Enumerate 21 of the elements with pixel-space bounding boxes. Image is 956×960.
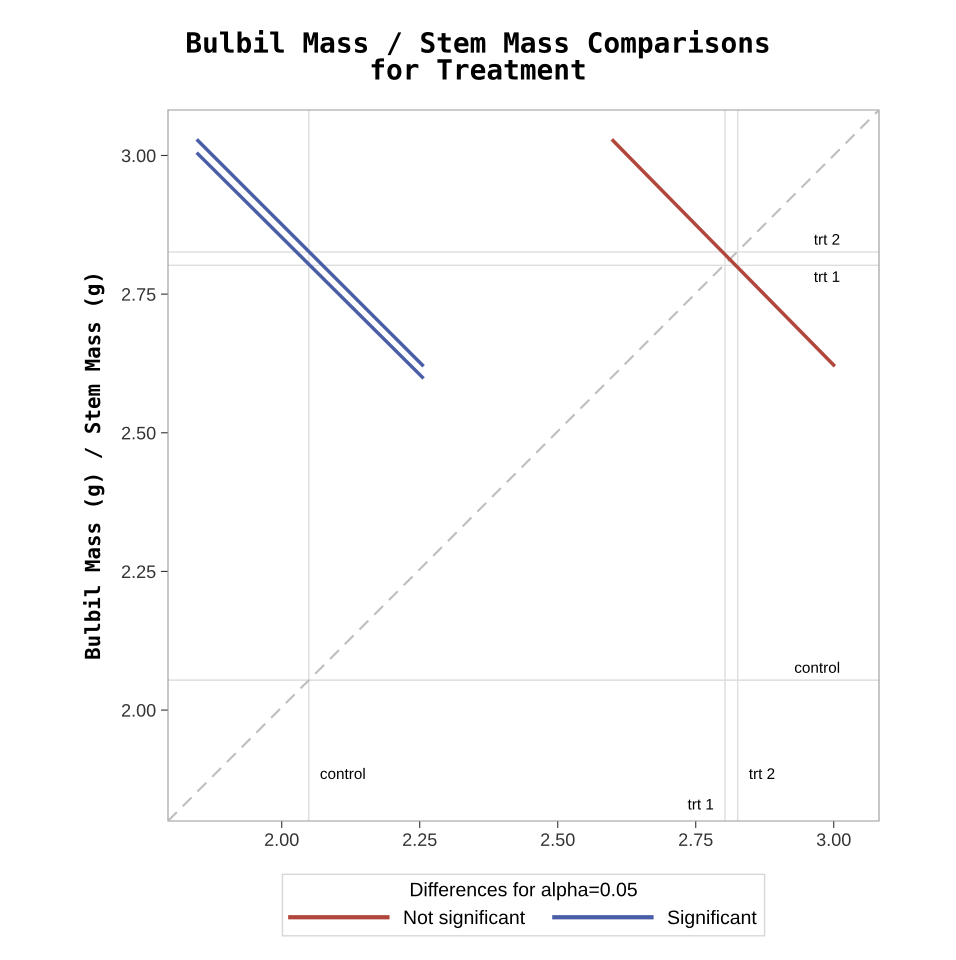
y-tick-label: 2.25 [122, 565, 156, 578]
y-tick-label: 2.50 [122, 426, 156, 440]
legend-label: Not significant [404, 910, 525, 928]
legend-label: Significant [668, 910, 757, 928]
y-tick-label: 2.00 [122, 704, 156, 717]
x-tick-label: 2.50 [541, 833, 575, 846]
y-tick-label: 2.75 [122, 288, 156, 301]
y-tick-label: 3.00 [122, 149, 156, 162]
legend-title: Differences for alpha=0.05 [410, 882, 637, 900]
ref-line-label: trt 2 [749, 768, 774, 780]
x-tick-label: 3.00 [816, 833, 851, 846]
ref-line-label: control [794, 662, 840, 673]
ref-line-label: trt 1 [814, 271, 840, 282]
ref-line-label: control [320, 768, 365, 780]
x-tick-label: 2.75 [679, 833, 713, 846]
y-axis-title: Bulbil Mass (g) / Stem Mass (g) [83, 274, 104, 659]
ref-line-label: trt 1 [688, 798, 714, 810]
chart-title: Bulbil Mass / Stem Mass Comparisons for Treatment [187, 30, 768, 80]
ref-line-label: trt 2 [814, 234, 840, 245]
x-tick-label: 2.00 [265, 833, 299, 846]
x-tick-label: 2.25 [403, 833, 437, 846]
